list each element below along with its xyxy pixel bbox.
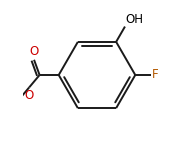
- Text: F: F: [152, 69, 159, 81]
- Text: OH: OH: [126, 13, 144, 26]
- Text: O: O: [25, 89, 34, 102]
- Text: O: O: [29, 45, 39, 58]
